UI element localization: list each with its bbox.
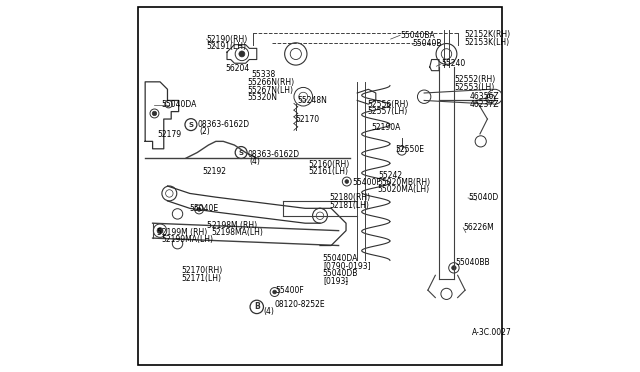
Text: B: B [254,302,260,311]
Text: 55240: 55240 [441,60,465,68]
Text: (2): (2) [199,127,210,136]
Text: 55040B: 55040B [412,39,442,48]
Text: 52171(LH): 52171(LH) [182,274,221,283]
Text: 08363-6162D: 08363-6162D [248,150,300,159]
Text: 52179: 52179 [157,130,181,139]
Text: 52550E: 52550E [396,145,424,154]
Text: 52199MA(LH): 52199MA(LH) [161,235,213,244]
Text: 52180(RH): 52180(RH) [330,193,371,202]
Text: S: S [239,150,244,155]
Text: 55320N: 55320N [248,93,278,102]
Text: 55040DA: 55040DA [161,100,196,109]
Text: 52192: 52192 [203,167,227,176]
Text: 52199M (RH): 52199M (RH) [157,228,207,237]
Text: 52557(LH): 52557(LH) [367,107,408,116]
Text: 56204: 56204 [225,64,250,73]
Text: 55267N(LH): 55267N(LH) [248,86,294,94]
Text: 46356Z: 46356Z [470,92,499,101]
Circle shape [452,266,456,270]
Text: 55040BA: 55040BA [400,31,435,40]
Text: 55040DB: 55040DB [322,269,357,278]
Text: 52160(RH): 52160(RH) [308,160,349,169]
Text: 08120-8252E: 08120-8252E [275,300,325,309]
Text: 55242: 55242 [379,171,403,180]
Text: 52190(RH): 52190(RH) [207,35,248,44]
Text: 52198MA(LH): 52198MA(LH) [211,228,263,237]
Text: 52170: 52170 [296,115,320,124]
Circle shape [197,208,201,211]
Text: 52553(LH): 52553(LH) [454,83,495,92]
Text: (4): (4) [264,307,275,316]
Text: ]: ] [344,276,347,285]
Circle shape [345,180,349,183]
Text: 52152K(RH): 52152K(RH) [465,30,511,39]
Text: 55266N(RH): 55266N(RH) [248,78,294,87]
Text: 52556(RH): 52556(RH) [367,100,409,109]
Circle shape [239,51,245,57]
Circle shape [273,290,276,294]
Text: A-3C.0027: A-3C.0027 [472,328,511,337]
Text: 52191(LH): 52191(LH) [207,42,246,51]
Text: 52181(LH): 52181(LH) [330,201,369,210]
Text: 55400F: 55400F [275,286,304,295]
Text: S: S [188,122,193,128]
Text: 55020MB(RH): 55020MB(RH) [378,178,431,187]
Text: 55040BB: 55040BB [456,258,490,267]
Text: 55248N: 55248N [298,96,328,105]
Text: 52153K(LH): 52153K(LH) [465,38,509,46]
Text: 52552(RH): 52552(RH) [454,76,496,84]
Text: 55040E: 55040E [189,204,218,213]
Text: 55400F: 55400F [353,178,381,187]
Circle shape [152,111,157,116]
Text: 52190A: 52190A [371,123,401,132]
Text: 55040D: 55040D [468,193,499,202]
Circle shape [157,228,163,234]
Text: 55338: 55338 [251,70,275,79]
Text: (4): (4) [250,157,260,166]
Text: 46237Z: 46237Z [470,100,499,109]
Text: [0193-: [0193- [323,276,348,285]
Text: 52198M (RH): 52198M (RH) [207,221,257,230]
Text: 08363-6162D: 08363-6162D [197,120,250,129]
Text: 55020MA(LH): 55020MA(LH) [378,185,430,194]
Text: 55040DA: 55040DA [322,254,357,263]
Text: 52170(RH): 52170(RH) [182,266,223,275]
Text: 52161(LH): 52161(LH) [308,167,348,176]
Text: 56226M: 56226M [463,223,494,232]
Text: [0790-0193]: [0790-0193] [323,262,371,270]
